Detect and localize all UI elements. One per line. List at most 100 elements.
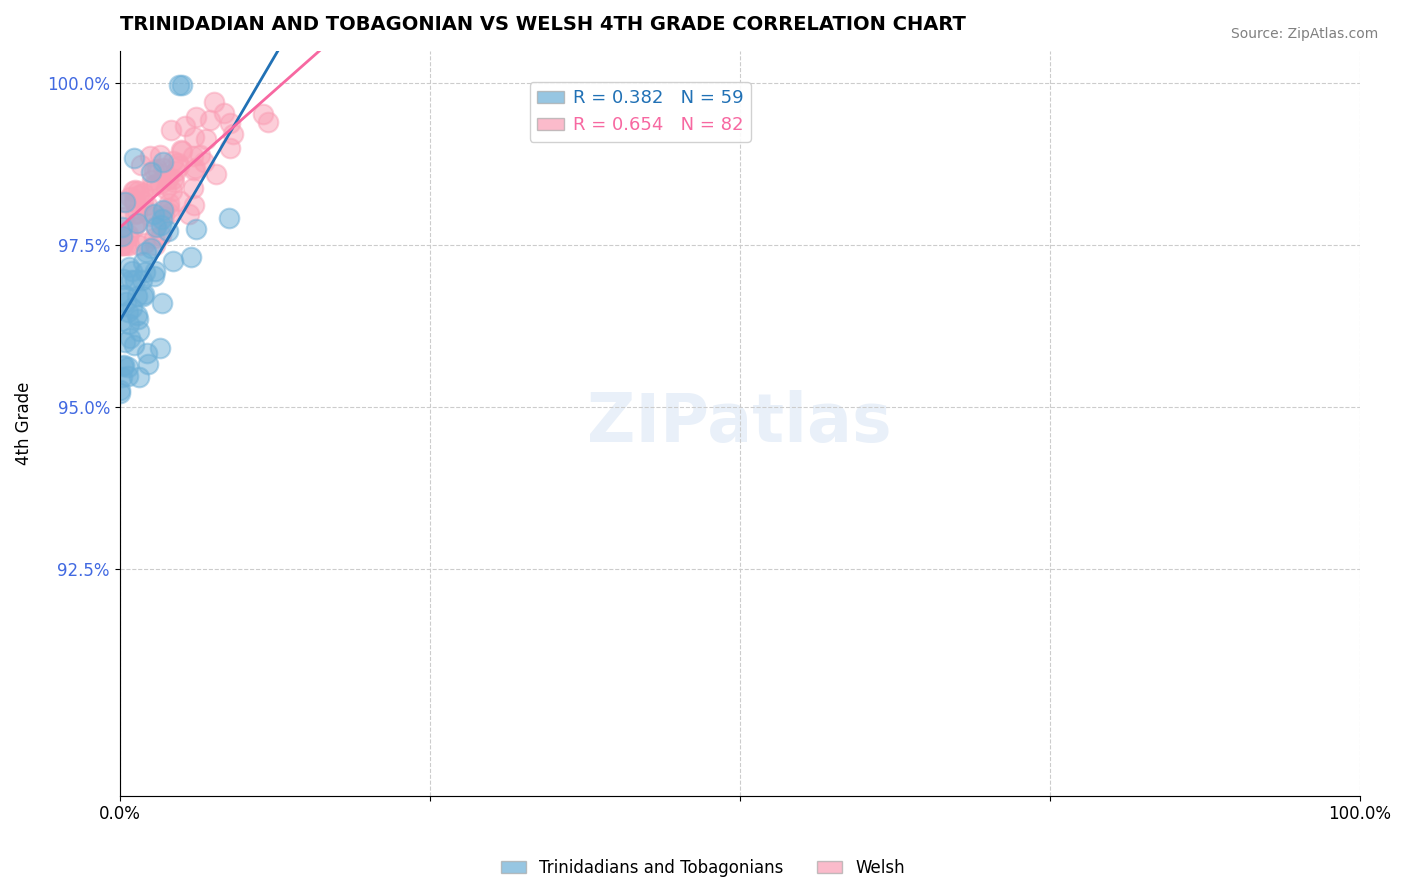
Point (174, 119, 197, 133)
Point (165, 164, 187, 178)
Point (131, 273, 153, 287)
Point (127, 216, 149, 230)
Point (221, 127, 243, 141)
Point (252, 107, 274, 121)
Point (117, 305, 139, 319)
Point (110, 194, 132, 209)
Point (184, 110, 207, 124)
Point (156, 171, 179, 186)
Point (118, 317, 141, 331)
Point (170, 78, 193, 93)
Point (152, 203, 174, 218)
Point (129, 158, 152, 172)
Point (108, 383, 131, 397)
Point (118, 238, 141, 252)
Point (132, 186, 155, 200)
Point (157, 202, 180, 216)
Point (160, 122, 183, 136)
Point (162, 153, 184, 168)
Point (128, 238, 150, 252)
Point (128, 187, 150, 202)
Point (183, 162, 205, 177)
Point (190, 148, 212, 162)
Point (218, 116, 240, 130)
Point (149, 341, 172, 355)
Point (128, 370, 150, 384)
Point (149, 177, 172, 191)
Point (120, 190, 142, 204)
Point (127, 184, 149, 198)
Point (157, 195, 180, 210)
Point (193, 155, 215, 169)
Point (163, 175, 186, 189)
Point (181, 149, 204, 163)
Point (111, 370, 134, 384)
Point (114, 334, 136, 349)
Point (143, 219, 166, 233)
Point (132, 255, 155, 269)
Point (112, 288, 135, 302)
Point (112, 238, 135, 252)
Point (127, 311, 149, 326)
Point (142, 163, 165, 178)
Point (143, 264, 166, 278)
Point (124, 194, 146, 209)
Legend: R = 0.382   N = 59, R = 0.654   N = 82: R = 0.382 N = 59, R = 0.654 N = 82 (530, 82, 751, 142)
Point (150, 218, 173, 232)
Point (145, 178, 167, 192)
Point (167, 159, 190, 173)
Point (127, 289, 149, 303)
Point (257, 115, 280, 129)
Point (122, 151, 145, 165)
Point (139, 241, 162, 255)
Point (111, 272, 134, 286)
Point (139, 210, 162, 224)
Point (218, 141, 240, 155)
Point (124, 207, 146, 221)
Point (122, 338, 145, 352)
Point (125, 206, 148, 220)
Point (184, 161, 207, 176)
Point (172, 144, 194, 158)
Point (156, 224, 179, 238)
Point (117, 369, 139, 384)
Point (111, 229, 134, 244)
Point (205, 167, 228, 181)
Point (218, 211, 240, 226)
Point (184, 221, 207, 235)
Point (122, 184, 145, 198)
Point (112, 359, 135, 373)
Point (146, 161, 169, 176)
Point (114, 194, 136, 209)
Y-axis label: 4th Grade: 4th Grade (15, 382, 32, 465)
Point (122, 220, 145, 235)
Point (162, 172, 184, 186)
Point (117, 360, 139, 375)
Point (145, 220, 167, 235)
Point (112, 211, 135, 225)
Point (150, 296, 173, 310)
Point (139, 148, 162, 162)
Point (167, 78, 190, 92)
Point (160, 184, 183, 198)
Point (136, 357, 159, 371)
Point (177, 206, 200, 220)
Point (181, 181, 204, 195)
Point (115, 294, 138, 309)
Point (149, 148, 172, 162)
Point (124, 194, 146, 208)
Point (142, 207, 165, 221)
Point (200, 113, 222, 128)
Point (120, 273, 142, 287)
Point (121, 264, 143, 278)
Point (132, 286, 155, 301)
Point (117, 230, 139, 244)
Legend: Trinidadians and Tobagonians, Welsh: Trinidadians and Tobagonians, Welsh (495, 853, 911, 884)
Point (125, 308, 148, 322)
Point (124, 273, 146, 287)
Point (212, 106, 235, 120)
Point (149, 227, 172, 242)
Point (110, 313, 132, 327)
Point (121, 301, 143, 315)
Text: Source: ZipAtlas.com: Source: ZipAtlas.com (1230, 27, 1378, 41)
